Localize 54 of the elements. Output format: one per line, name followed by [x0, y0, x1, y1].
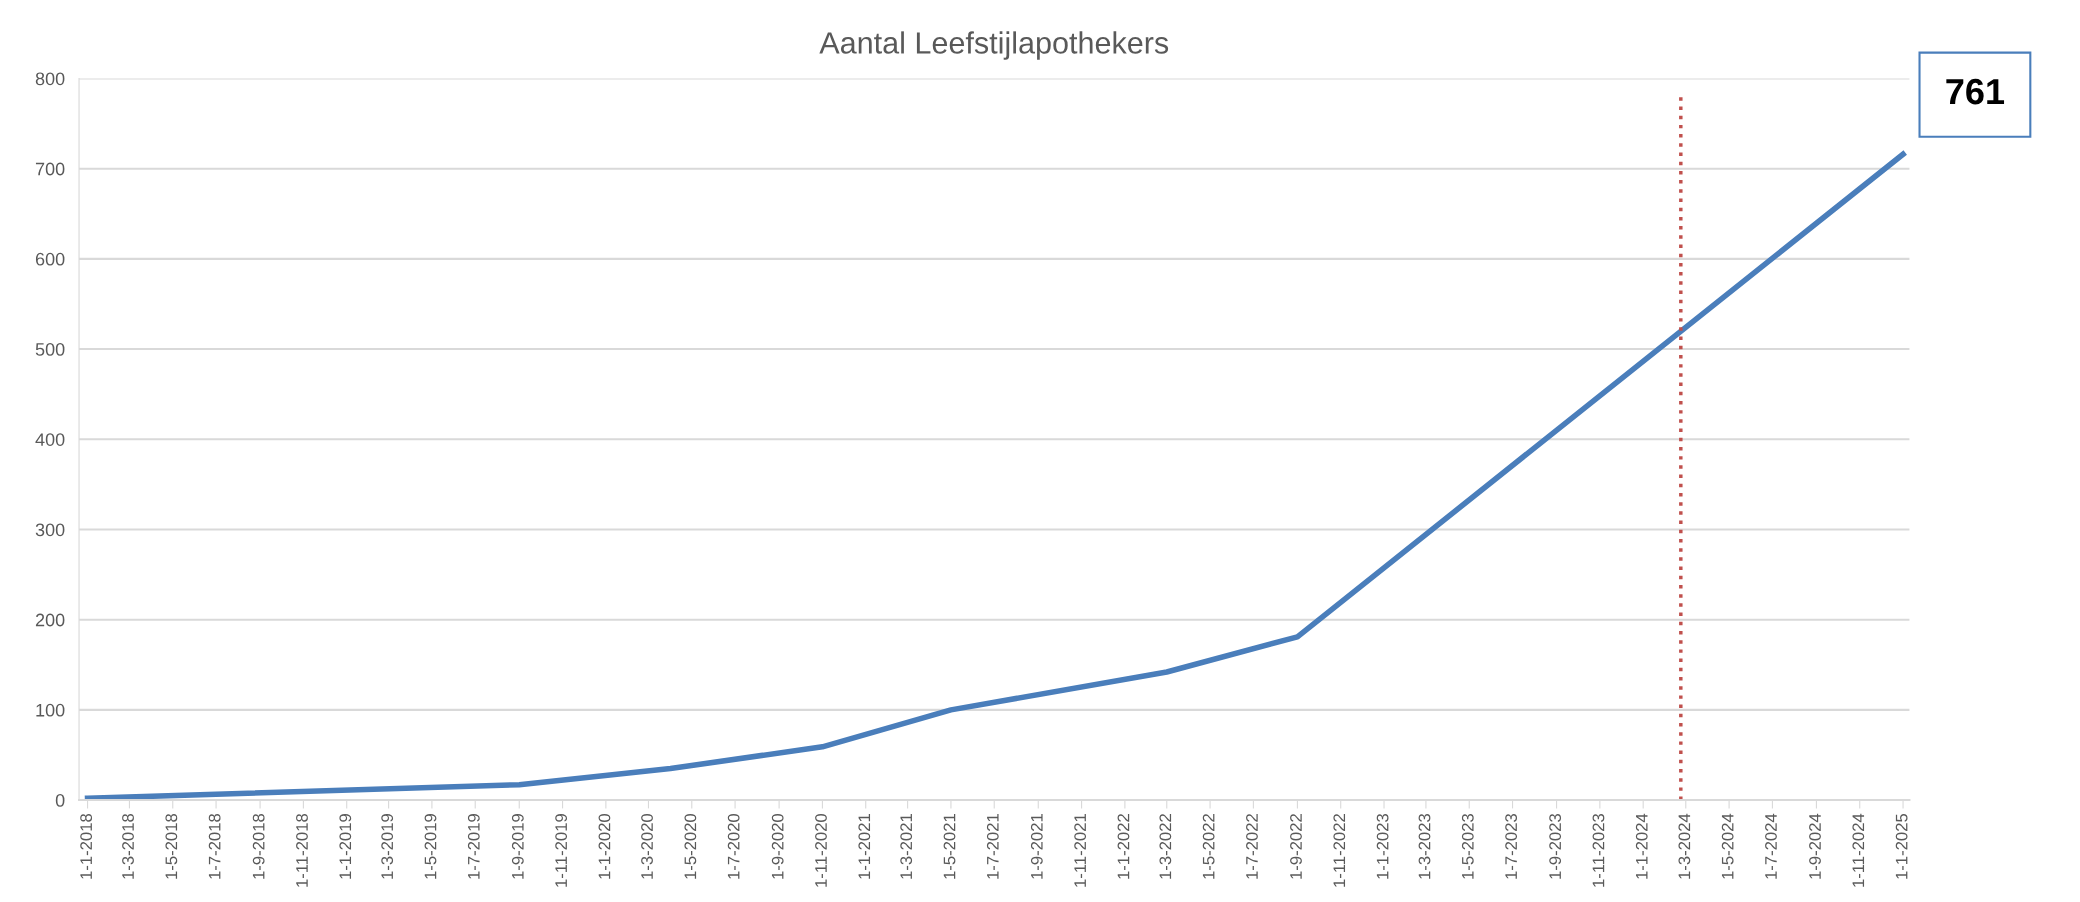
x-tick-label: 1-5-2018: [165, 813, 178, 879]
x-tick-label: 1-1-2023: [1376, 813, 1389, 879]
x-tick-label: 1-1-2022: [1117, 814, 1130, 879]
x-tick-label: 1-7-2020: [727, 813, 740, 879]
x-tick-label: 1-9-2023: [1549, 813, 1562, 879]
x-tick-label: 1-9-2024: [1809, 813, 1821, 879]
x-tick-label: 1-5-2024: [1721, 813, 1734, 879]
x-tick-label: 1-7-2021: [986, 814, 999, 879]
x-tick-label: 1-7-2022: [1246, 814, 1258, 879]
x-tick-label: 1-3-2018: [122, 813, 134, 879]
x-tick-label: 1-9-2020: [771, 813, 784, 879]
x-tick-label: 1-5-2021: [943, 814, 956, 879]
x-tick-label: 1-5-2019: [424, 814, 437, 879]
x-tick-label: 1-1-2021: [858, 814, 871, 879]
x-tick-label: 1-5-2022: [1202, 814, 1215, 879]
x-tick-label: 1-3-2021: [900, 814, 913, 879]
x-tick-label: 1-11-2019: [555, 814, 568, 887]
y-tick-label: 800: [35, 72, 65, 86]
x-tick-label: 1-9-2019: [511, 814, 524, 879]
x-tick-label: 1-5-2023: [1461, 813, 1474, 879]
x-tick-label: 1-3-2020: [641, 813, 653, 879]
x-tick-label: 1-3-2019: [381, 814, 394, 879]
x-tick-label: 1-11-2021: [1074, 814, 1087, 887]
x-tick-label: 1-1-2024: [1635, 813, 1648, 879]
y-tick-label: 200: [35, 613, 65, 627]
x-tick-label: 1-7-2018: [208, 813, 221, 879]
y-tick-label: 300: [35, 523, 65, 537]
y-tick-label: 700: [35, 162, 65, 176]
x-tick-label: 1-11-2024: [1852, 813, 1865, 887]
x-tick-label: 1-9-2021: [1030, 814, 1043, 879]
x-tick-label: 1-3-2023: [1418, 813, 1431, 879]
x-tick-label: 1-7-2024: [1765, 813, 1777, 879]
x-tick-label: 1-7-2019: [467, 814, 480, 879]
y-tick-label: 0: [55, 794, 65, 807]
x-tick-label: 1-9-2018: [252, 813, 265, 879]
x-tick-label: 1-11-2018: [296, 813, 308, 887]
chart-title: Aantal Leefstijlapothekers: [819, 31, 1169, 60]
y-tick-label: 100: [36, 703, 65, 717]
x-tick-label: 1-1-2019: [339, 814, 352, 879]
x-tick-label: 1-5-2020: [684, 813, 697, 879]
x-tick-label: 1-1-2018: [80, 813, 93, 879]
y-tick-label: 600: [35, 252, 65, 266]
x-tick-label: 1-1-2025: [1895, 813, 1908, 879]
x-tick-label: 1-11-2022: [1333, 814, 1346, 887]
y-tick-label: 400: [35, 433, 65, 446]
text: 761: [1946, 78, 2005, 105]
x-tick-label: 1-9-2022: [1290, 814, 1302, 879]
x-tick-label: 1-11-2020: [815, 813, 827, 887]
x-tick-label: 1-3-2022: [1159, 814, 1172, 879]
x-tick-label: 1-1-2020: [598, 813, 611, 879]
x-tick-label: 1-3-2024: [1678, 813, 1691, 879]
y-tick-label: 500: [35, 343, 65, 356]
x-tick-label: 1-7-2023: [1505, 813, 1518, 879]
x-tick-label: 1-11-2023: [1592, 813, 1605, 887]
